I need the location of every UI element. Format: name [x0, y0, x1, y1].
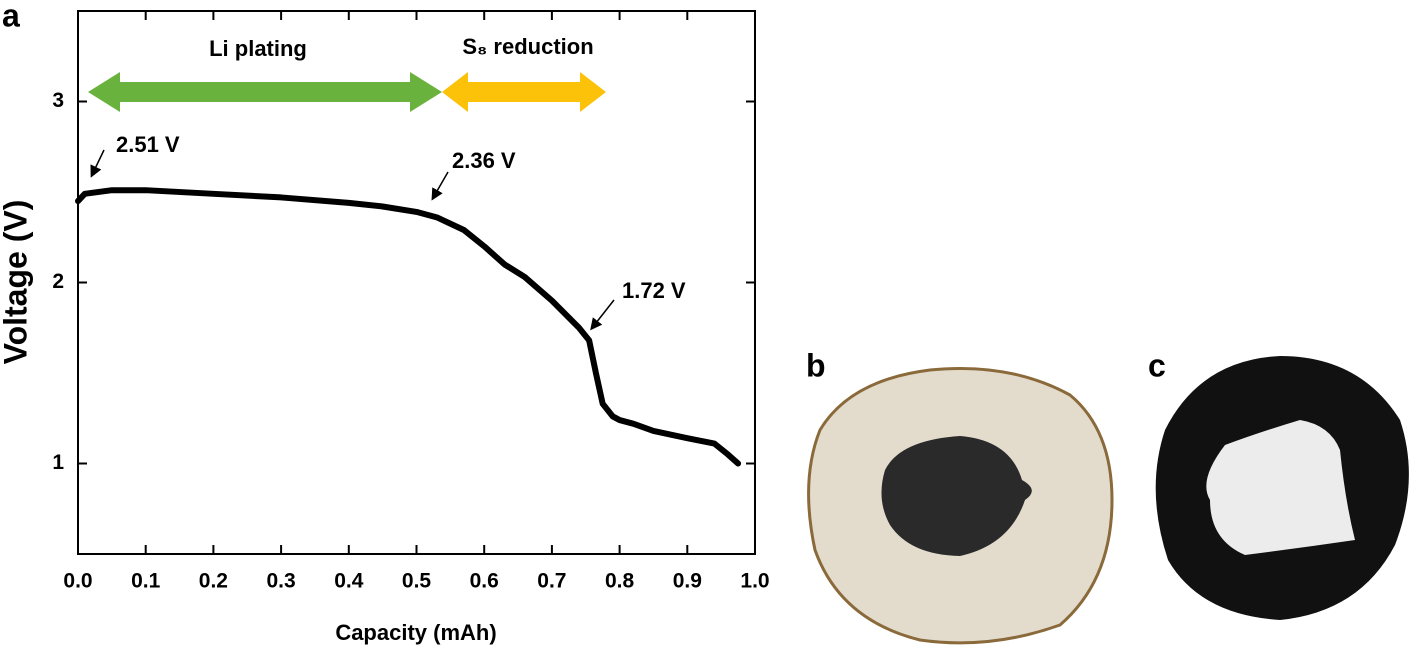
annotation-arrow [90, 149, 105, 178]
x-tick-label: 0.0 [63, 570, 92, 593]
x-tick-label: 0.1 [131, 570, 161, 593]
x-tick-label: 0.8 [605, 570, 635, 593]
panel-label: b [806, 347, 826, 383]
y-tick-label: 3 [52, 89, 64, 112]
x-axis-label: Capacity (mAh) [335, 620, 496, 645]
photo-c [1155, 356, 1409, 620]
data-line [75, 187, 742, 467]
photo-spot [881, 436, 1032, 556]
x-tick-label: 1.0 [740, 570, 769, 593]
y-tick-label: 1 [52, 451, 64, 474]
annotation: Li plating [209, 36, 307, 61]
annotation: 2.51 V [116, 132, 180, 157]
x-tick-label: 0.7 [537, 570, 566, 593]
x-tick-label: 0.4 [334, 570, 364, 593]
x-tick-label: 0.2 [199, 570, 228, 593]
photo-b [807, 366, 1114, 645]
x-tick-label: 0.9 [673, 570, 702, 593]
y-axis-label: Voltage (V) [0, 200, 33, 365]
x-tick-label: 0.6 [470, 570, 499, 593]
panel-label: a [2, 0, 20, 33]
panel-label: c [1148, 347, 1166, 383]
annotation-arrow [590, 299, 615, 331]
x-tick-label: 0.3 [266, 570, 295, 593]
range-arrow [442, 72, 606, 112]
range-arrow [88, 72, 442, 112]
annotation: S₈ reduction [462, 34, 593, 59]
annotation-arrow [431, 171, 449, 201]
annotation: 1.72 V [622, 278, 686, 303]
photo-spot [1206, 420, 1355, 555]
annotation: 2.36 V [452, 148, 516, 173]
y-tick-label: 2 [52, 270, 64, 293]
x-tick-label: 0.5 [402, 570, 432, 593]
